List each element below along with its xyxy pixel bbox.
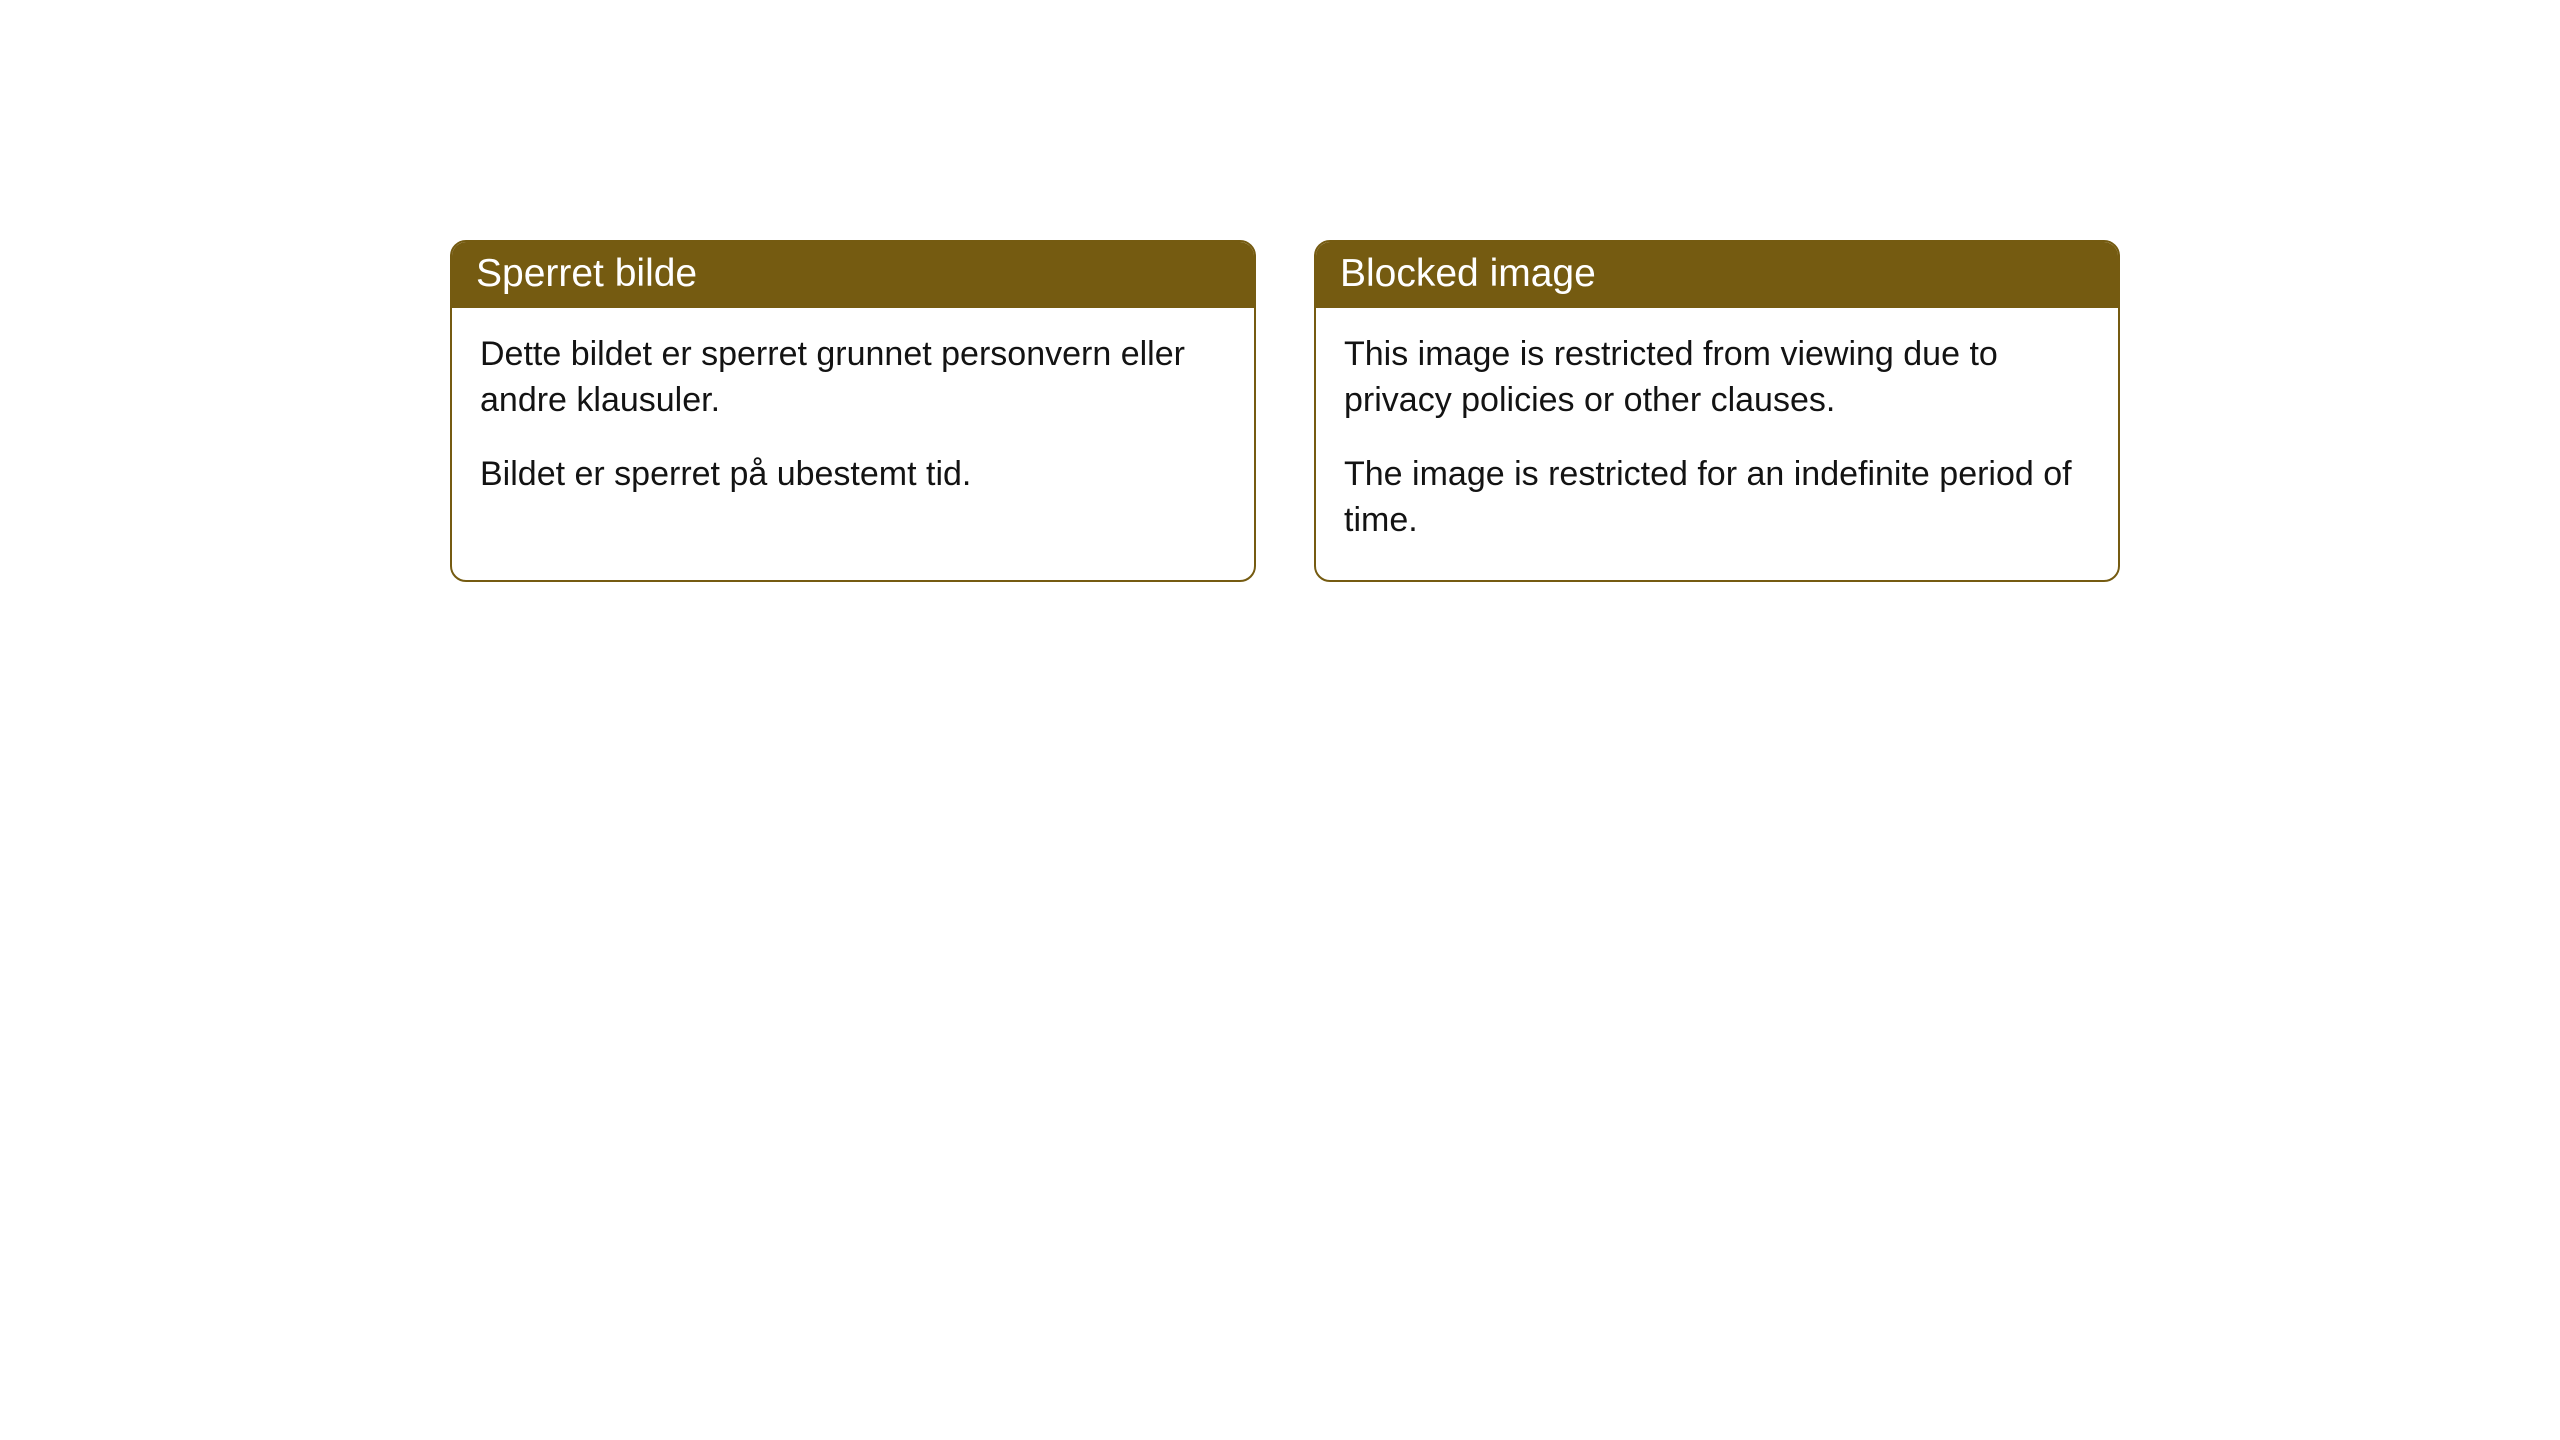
card-title-english: Blocked image [1340,252,1596,295]
card-body-english: This image is restricted from viewing du… [1316,308,2118,580]
notice-card-english: Blocked image This image is restricted f… [1314,240,2120,582]
card-paragraph: Bildet er sperret på ubestemt tid. [480,452,1226,498]
notice-card-norwegian: Sperret bilde Dette bildet er sperret gr… [450,240,1256,582]
notice-cards-container: Sperret bilde Dette bildet er sperret gr… [450,240,2560,582]
card-paragraph: The image is restricted for an indefinit… [1344,452,2090,544]
card-header-norwegian: Sperret bilde [452,242,1254,308]
card-body-norwegian: Dette bildet er sperret grunnet personve… [452,308,1254,534]
card-title-norwegian: Sperret bilde [476,252,697,295]
card-paragraph: Dette bildet er sperret grunnet personve… [480,332,1226,424]
card-paragraph: This image is restricted from viewing du… [1344,332,2090,424]
card-header-english: Blocked image [1316,242,2118,308]
